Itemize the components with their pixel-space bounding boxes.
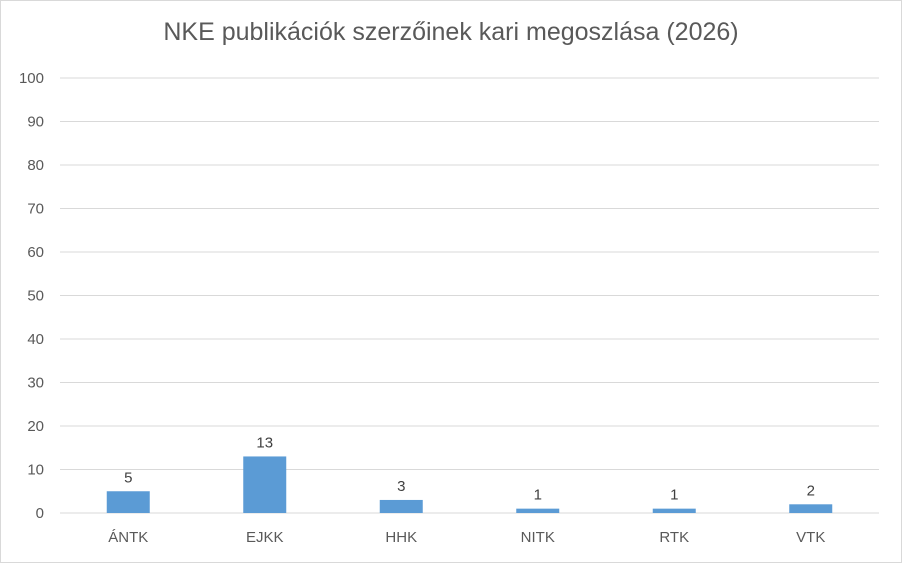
x-tick-label: NITK xyxy=(521,529,555,546)
bar-rtk xyxy=(652,508,696,513)
y-tick-label: 10 xyxy=(27,462,44,479)
y-axis-ticks: 0 10 20 30 40 50 60 70 80 90 100 xyxy=(19,70,44,522)
data-label: 1 xyxy=(670,487,678,504)
y-tick-label: 20 xyxy=(27,418,44,435)
x-tick-label: ÁNTK xyxy=(108,529,148,546)
x-tick-label: RTK xyxy=(659,529,689,546)
bar-nitk xyxy=(516,508,560,513)
data-label: 1 xyxy=(534,487,542,504)
y-tick-label: 70 xyxy=(27,201,44,218)
y-tick-label: 40 xyxy=(27,331,44,348)
x-tick-label: VTK xyxy=(796,529,825,546)
bar-ántk xyxy=(106,491,150,513)
bar-ejkk xyxy=(243,456,287,513)
data-label: 2 xyxy=(807,482,815,499)
y-tick-label: 0 xyxy=(36,505,44,522)
y-tick-label: 100 xyxy=(19,70,44,87)
y-tick-label: 60 xyxy=(27,244,44,261)
data-labels: 5 13 3 1 1 2 xyxy=(124,434,815,503)
x-axis-ticks: ÁNTK EJKK HHK NITK RTK VTK xyxy=(108,529,825,546)
y-tick-label: 90 xyxy=(27,114,44,131)
x-tick-label: HHK xyxy=(385,529,417,546)
y-tick-label: 50 xyxy=(27,288,44,305)
data-label: 13 xyxy=(256,434,273,451)
gridlines xyxy=(60,77,879,514)
chart-title: NKE publikációk szerzőinek kari megoszlá… xyxy=(163,18,739,46)
y-tick-label: 30 xyxy=(27,375,44,392)
bar-vtk xyxy=(789,504,833,513)
bars xyxy=(106,456,833,513)
data-label: 3 xyxy=(397,478,405,495)
x-tick-label: EJKK xyxy=(246,529,284,546)
bar-hhk xyxy=(379,499,423,513)
data-label: 5 xyxy=(124,469,132,486)
y-tick-label: 80 xyxy=(27,157,44,174)
